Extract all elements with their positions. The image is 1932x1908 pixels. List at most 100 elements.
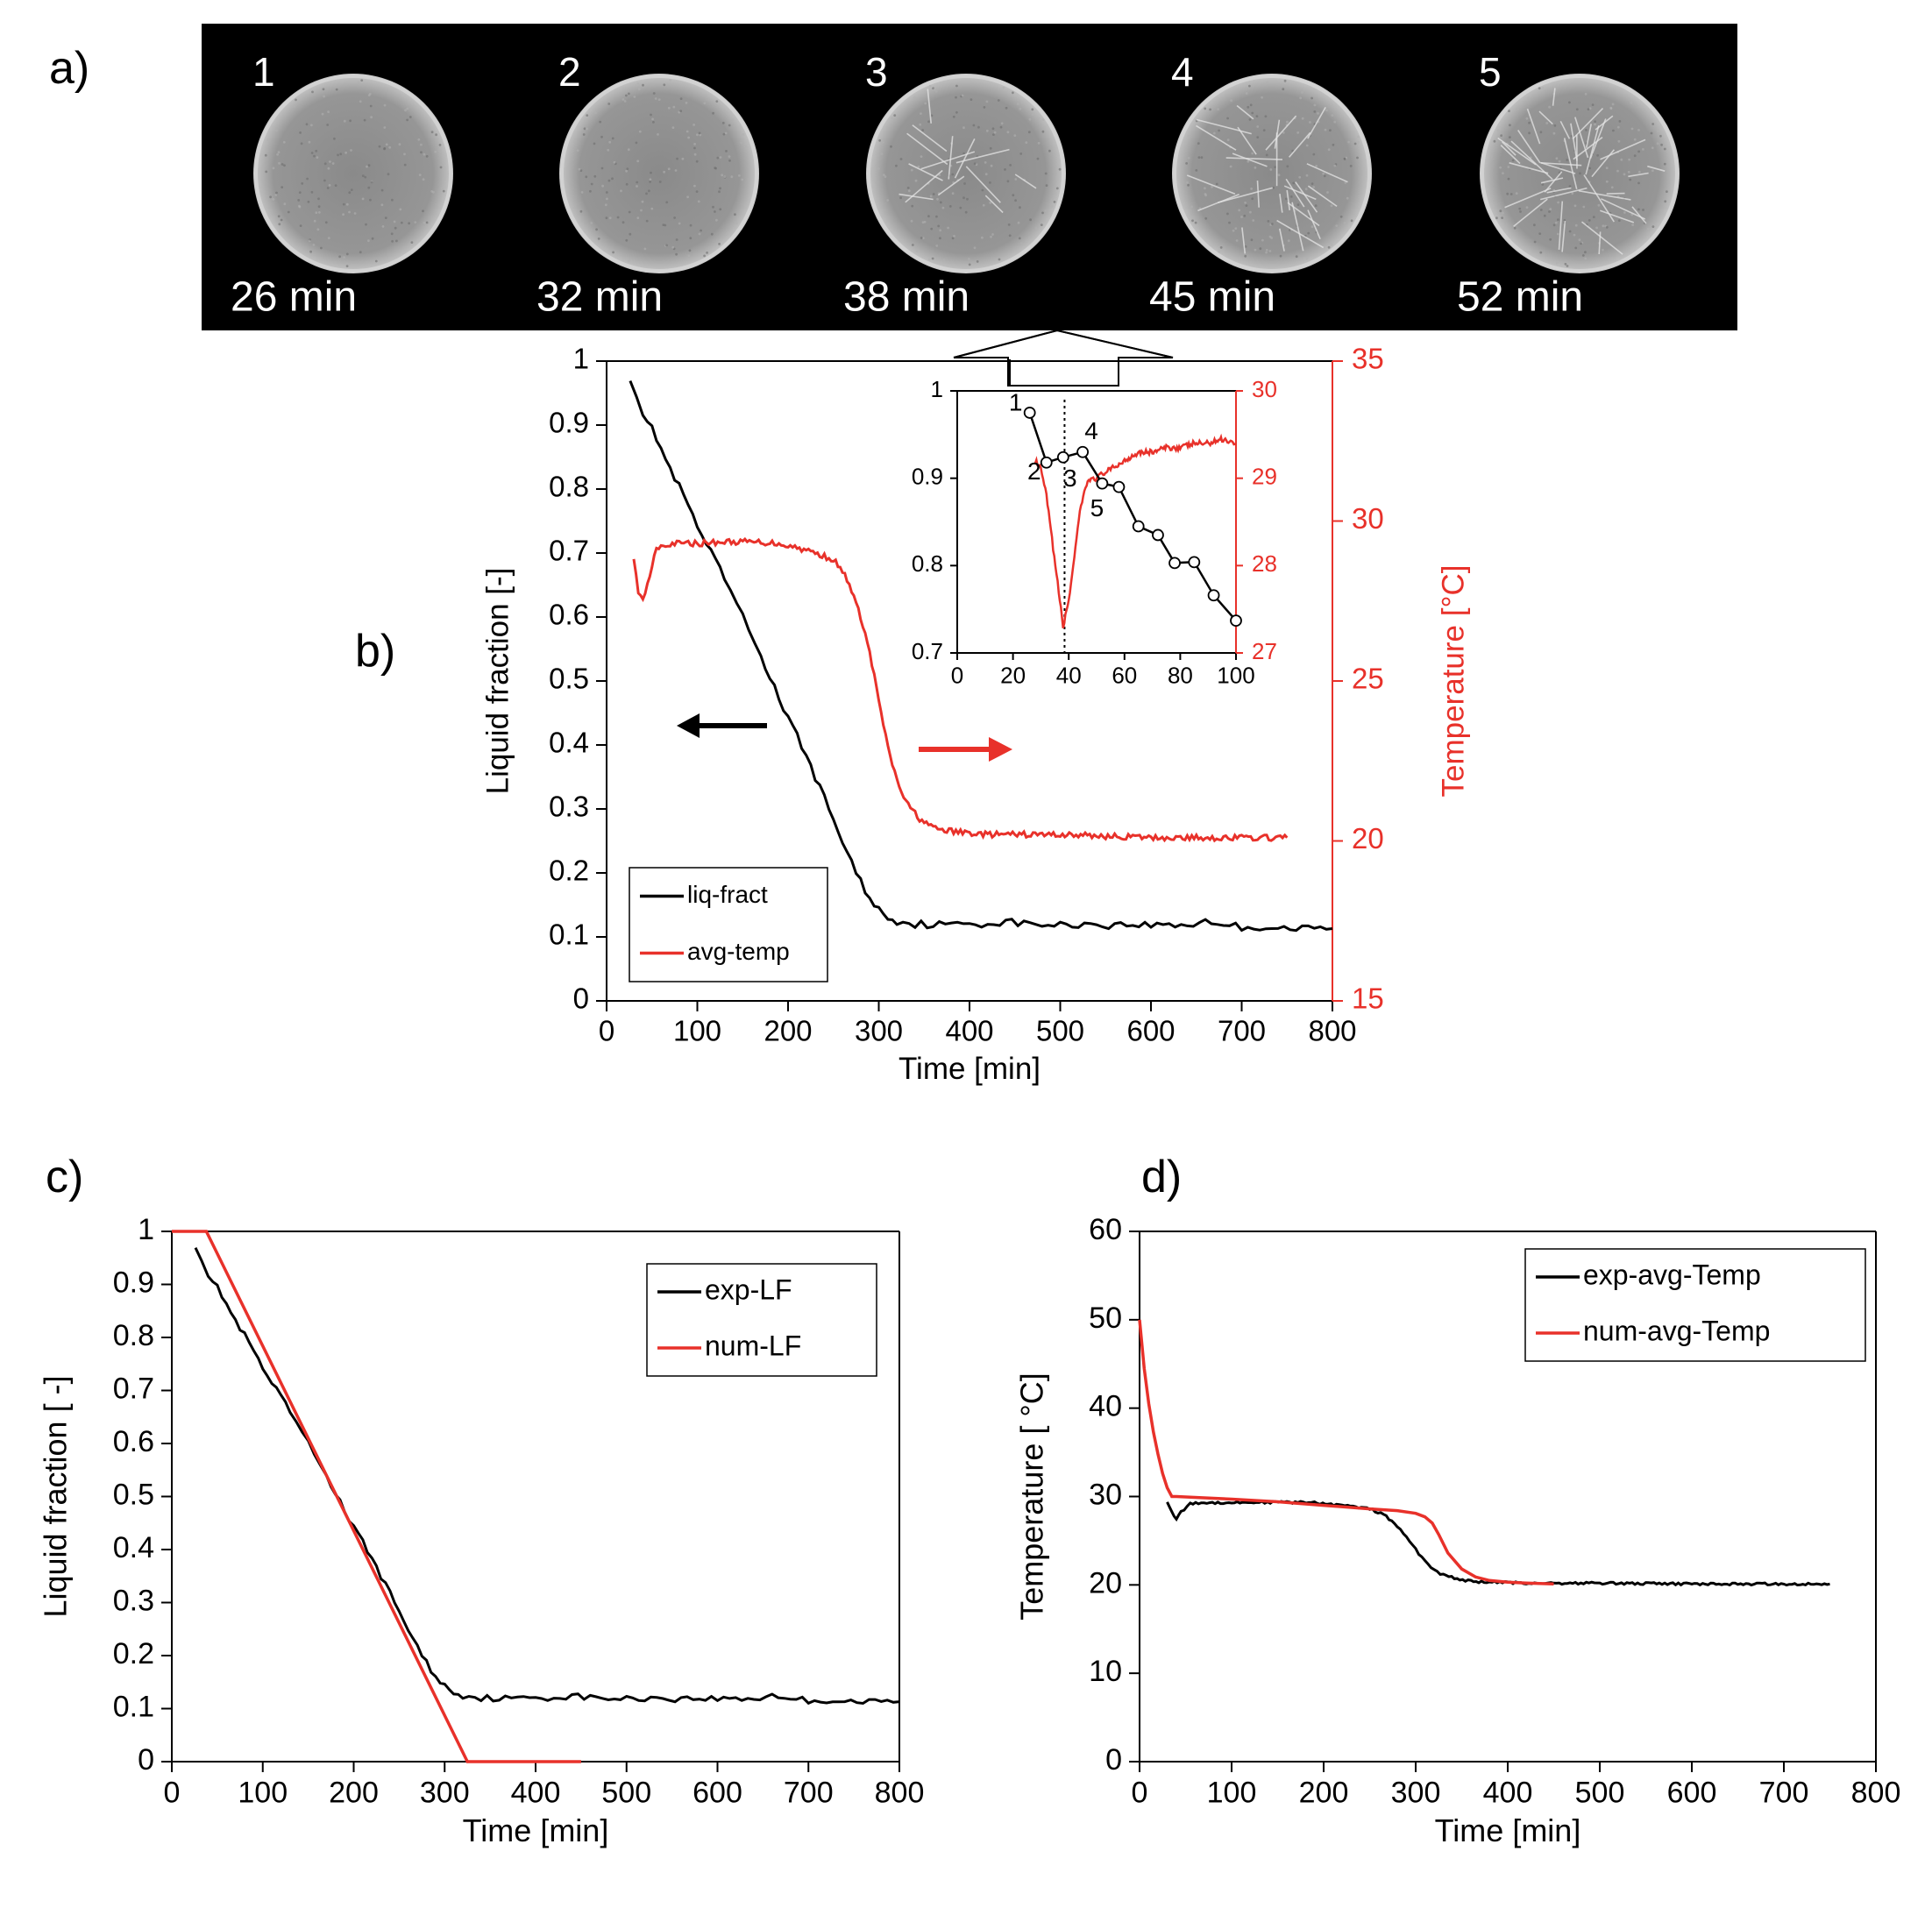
- noise-speck: [1595, 226, 1598, 230]
- noise-speck: [315, 149, 318, 152]
- noise-speck: [967, 258, 970, 260]
- noise-speck: [899, 196, 902, 200]
- noise-speck: [1329, 129, 1332, 132]
- noise-speck: [1226, 212, 1229, 216]
- noise-speck: [1642, 209, 1644, 211]
- noise-speck: [403, 163, 407, 167]
- noise-speck: [1310, 96, 1313, 100]
- noise-speck: [990, 164, 993, 167]
- noise-speck: [931, 257, 934, 260]
- noise-speck: [1553, 124, 1557, 127]
- noise-speck: [1191, 219, 1194, 223]
- crystal-streak: [1595, 115, 1614, 131]
- noise-speck: [927, 258, 931, 261]
- noise-speck: [714, 167, 717, 170]
- noise-speck: [1527, 96, 1530, 100]
- noise-speck: [636, 185, 638, 188]
- noise-speck: [1245, 92, 1248, 95]
- noise-speck: [1037, 141, 1041, 145]
- x-tick-label: 300: [1391, 1776, 1441, 1809]
- noise-speck: [929, 195, 933, 198]
- crystal-streak: [1585, 125, 1600, 175]
- crystal-streak: [1591, 149, 1616, 178]
- noise-speck: [1197, 142, 1200, 145]
- noise-speck: [321, 112, 324, 116]
- crystal-streak: [1232, 152, 1268, 167]
- noise-speck: [269, 195, 272, 199]
- noise-speck: [287, 210, 290, 214]
- y-tick-label: 10: [1089, 1655, 1122, 1688]
- crystal-streak: [1600, 209, 1635, 223]
- crystal-streak: [1544, 171, 1563, 193]
- noise-speck: [1212, 131, 1216, 135]
- noise-speck: [718, 190, 721, 194]
- noise-speck: [674, 169, 678, 172]
- noise-speck: [693, 152, 697, 156]
- noise-speck: [613, 160, 616, 164]
- noise-speck: [652, 92, 656, 95]
- crystal-streak: [1014, 174, 1037, 189]
- noise-speck: [363, 118, 366, 122]
- noise-speck: [1501, 216, 1503, 220]
- panel-label-c: c): [46, 1152, 83, 1202]
- y-tick-label: 0: [1105, 1743, 1122, 1777]
- noise-speck: [932, 193, 935, 195]
- noise-speck: [721, 121, 725, 124]
- noise-speck: [390, 232, 394, 236]
- noise-speck: [1327, 148, 1331, 152]
- x-tick-label: 100: [238, 1776, 288, 1809]
- noise-speck: [1251, 197, 1254, 201]
- noise-speck: [1004, 168, 1006, 171]
- frame-time: 52 min: [1457, 274, 1583, 321]
- noise-speck: [1528, 121, 1531, 124]
- noise-speck: [1040, 223, 1043, 226]
- inset-chart: 0 20 40 60 80 100 0.7 0.8 0.9 1 27 28 29 30 1 2 34 5: [912, 376, 1277, 689]
- noise-speck: [924, 102, 927, 105]
- noise-speck: [316, 156, 319, 160]
- noise-speck: [1330, 204, 1333, 208]
- noise-speck: [731, 118, 735, 122]
- noise-speck: [1256, 125, 1260, 128]
- noise-speck: [1335, 224, 1339, 227]
- noise-speck: [927, 215, 930, 218]
- noise-speck: [381, 225, 385, 228]
- noise-speck: [906, 187, 910, 189]
- noise-speck: [625, 169, 628, 173]
- noise-speck: [1500, 134, 1502, 138]
- noise-speck: [628, 210, 631, 214]
- crystal-streak: [1574, 117, 1589, 159]
- noise-speck: [651, 117, 654, 121]
- noise-speck: [1261, 238, 1264, 242]
- noise-speck: [308, 239, 311, 243]
- specimen-disc: [866, 74, 1066, 273]
- crystal-streak: [1558, 201, 1564, 250]
- noise-speck: [973, 162, 977, 166]
- specimen-disc: [253, 74, 453, 273]
- noise-speck: [394, 226, 397, 230]
- noise-speck: [1050, 198, 1054, 201]
- noise-speck: [1215, 182, 1218, 186]
- noise-speck: [991, 127, 995, 131]
- noise-speck: [1549, 208, 1552, 211]
- noise-speck: [1204, 194, 1207, 197]
- noise-speck: [283, 164, 286, 167]
- crystal-streak: [908, 163, 943, 181]
- noise-speck: [972, 124, 976, 127]
- crystal-streak: [1291, 202, 1304, 252]
- crystal-streak: [1601, 198, 1646, 220]
- noise-speck: [1312, 186, 1315, 188]
- noise-speck: [920, 237, 923, 239]
- noise-speck: [1555, 261, 1559, 265]
- noise-speck: [1502, 172, 1504, 175]
- noise-speck: [1270, 237, 1274, 239]
- noise-speck: [1262, 129, 1266, 132]
- noise-speck: [380, 188, 384, 192]
- noise-speck: [593, 174, 597, 178]
- noise-speck: [1044, 172, 1048, 175]
- noise-speck: [935, 245, 939, 247]
- legend-box: [629, 867, 828, 982]
- noise-speck: [1204, 187, 1206, 190]
- noise-speck: [962, 126, 965, 130]
- y2-tick-label: 30: [1352, 502, 1384, 535]
- noise-speck: [1045, 184, 1048, 188]
